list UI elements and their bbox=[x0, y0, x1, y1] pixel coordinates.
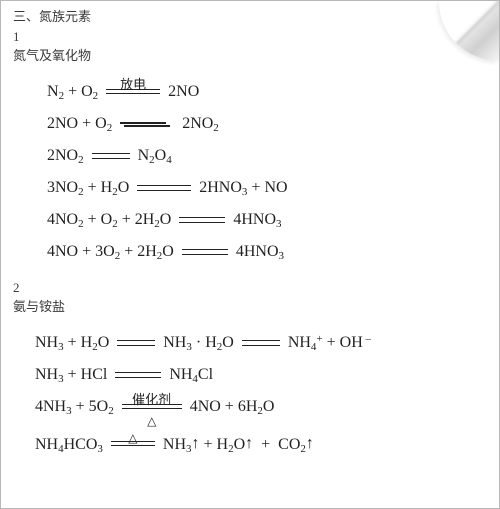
equals-arrow bbox=[179, 215, 225, 225]
equation: NH3 + HCl NH4Cl bbox=[35, 359, 487, 391]
part2-title: 氨与铵盐 bbox=[13, 297, 487, 317]
gas-arrow-icon: ↑ bbox=[192, 428, 200, 460]
equals-arrow bbox=[115, 370, 161, 380]
reversible-arrow bbox=[117, 338, 155, 348]
reversible-arrow bbox=[92, 151, 130, 161]
equation: 4NH3 + 5O2 催化剂 △ 4NO + 6H2O bbox=[35, 391, 487, 423]
arrow-top-label: △ bbox=[111, 426, 155, 450]
equals-arrow bbox=[182, 247, 228, 257]
gas-arrow-icon: ↑ bbox=[306, 428, 314, 460]
section-header: 三、氮族元素 bbox=[13, 7, 487, 27]
reversible-arrow bbox=[242, 338, 280, 348]
equals-arrow-condition: 放电 bbox=[106, 78, 160, 100]
document-page: 三、氮族元素 1 氮气及氧化物 N2 + O2 放电 2NO 2NO + O2 … bbox=[0, 0, 500, 509]
part1-index: 1 bbox=[13, 27, 487, 47]
part1-equations: N2 + O2 放电 2NO 2NO + O2 2NO2 2NO2 N2O4 3… bbox=[13, 66, 487, 278]
equation: N2 + O2 放电 2NO bbox=[47, 76, 487, 108]
section-title: 氮族元素 bbox=[39, 9, 91, 24]
equals-arrow-heat: △ bbox=[111, 431, 155, 451]
equation: 2NO + O2 2NO2 bbox=[47, 108, 487, 140]
equation: 4NO2 + O2 + 2H2O 4HNO3 bbox=[47, 204, 487, 236]
equation: 4NO + 3O2 + 2H2O 4HNO3 bbox=[47, 236, 487, 268]
part1-title: 氮气及氧化物 bbox=[13, 46, 487, 66]
equation: NH3 + H2O NH3 · H2O NH4+ + OH – bbox=[35, 327, 487, 359]
section-number: 三、 bbox=[13, 9, 39, 24]
equation: 2NO2 N2O4 bbox=[47, 140, 487, 172]
equals-arrow bbox=[120, 122, 166, 124]
equation: NH4HCO3 △ NH3↑ + H2O↑ + CO2↑ bbox=[35, 429, 487, 461]
part2-index: 2 bbox=[13, 278, 487, 298]
gas-arrow-icon: ↑ bbox=[245, 428, 253, 460]
part2-equations: NH3 + H2O NH3 · H2O NH4+ + OH – NH3 + HC… bbox=[13, 317, 487, 471]
equals-arrow-condition: 催化剂 △ bbox=[122, 393, 182, 415]
equation: 3NO2 + H2O 2HNO3 + NO bbox=[47, 172, 487, 204]
equals-arrow bbox=[137, 183, 191, 193]
arrow-top-label: 放电 bbox=[106, 72, 160, 98]
